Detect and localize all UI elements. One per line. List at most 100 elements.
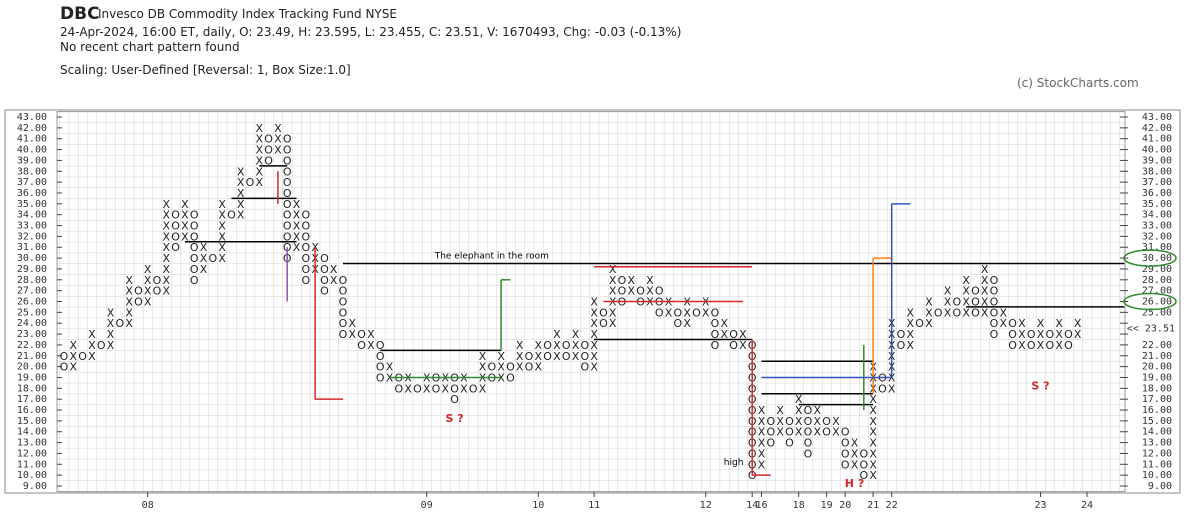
x-tick-label: 11 — [588, 500, 600, 511]
pf-column: XX — [1000, 306, 1008, 330]
y-tick-label: 14.00 — [17, 427, 47, 438]
y-tick-label: 38.00 — [17, 166, 47, 177]
pf-box: O — [599, 317, 608, 330]
pf-column: OO — [878, 371, 887, 395]
pf-column: OO — [729, 328, 738, 352]
pf-box: X — [163, 263, 171, 276]
pf-box: O — [190, 230, 199, 243]
y-tick-label: 37.00 — [17, 177, 47, 188]
pf-box: X — [609, 285, 617, 298]
pf-box: X — [944, 285, 952, 298]
pf-box: X — [981, 296, 989, 309]
pf-box: X — [758, 404, 766, 417]
pf-box: X — [758, 415, 766, 428]
pf-column: OO — [525, 350, 534, 374]
pf-box: O — [525, 350, 534, 363]
pf-box: O — [562, 339, 571, 352]
y-tick-label: 16.00 — [17, 405, 47, 416]
pf-box: O — [357, 339, 366, 352]
pf-box: O — [971, 296, 980, 309]
pf-box: X — [70, 339, 78, 352]
pf-box: X — [535, 361, 543, 374]
pf-box: X — [367, 339, 375, 352]
pf-box: O — [357, 328, 366, 341]
pf-column: XXX — [535, 339, 543, 374]
pf-box: O — [915, 317, 924, 330]
pf-column: OO — [543, 339, 552, 363]
pf-box: X — [869, 393, 877, 406]
level-circle — [1123, 292, 1177, 311]
pf-column: OO — [822, 415, 831, 439]
pf-box: O — [301, 230, 310, 243]
pf-column: O — [692, 306, 701, 319]
y-tick-label-right: 31.00 — [1142, 242, 1172, 253]
pf-box: X — [925, 317, 933, 330]
x-tick-label: 23 — [1034, 500, 1046, 511]
pf-box: X — [758, 447, 766, 460]
pf-column: XX — [702, 296, 710, 320]
x-tick-label: 16 — [755, 500, 767, 511]
pf-box: O — [990, 306, 999, 319]
pf-box: X — [1018, 328, 1026, 341]
pf-box: O — [60, 361, 69, 374]
pf-box: X — [144, 296, 152, 309]
pf-box: X — [869, 469, 877, 482]
y-tick-label-right: 9.00 — [1148, 481, 1172, 492]
y-tick-label: 20.00 — [17, 362, 47, 373]
pf-column: OO — [357, 328, 366, 352]
pf-box: O — [339, 317, 348, 330]
pf-box: O — [804, 426, 813, 439]
fund-name: Invesco DB Commodity Index Tracking Fund… — [98, 7, 397, 21]
pf-box: X — [776, 404, 784, 417]
pf-column: XX — [739, 328, 747, 352]
pf-column: O — [97, 339, 106, 352]
pf-box: X — [795, 393, 803, 406]
pf-column: XXX — [1037, 317, 1045, 352]
pf-box: O — [543, 339, 552, 352]
pf-box: X — [237, 165, 245, 178]
pf-column: XXX — [925, 296, 933, 331]
pf-box: O — [729, 339, 738, 352]
y-tick-label: 29.00 — [17, 264, 47, 275]
pf-box: O — [301, 274, 310, 287]
pf-box: O — [841, 447, 850, 460]
pf-box: X — [349, 328, 357, 341]
pf-column: XX — [367, 328, 375, 352]
pf-box: O — [804, 447, 813, 460]
pf-box: X — [107, 306, 115, 319]
pf-box: X — [888, 371, 896, 384]
pf-box: X — [423, 382, 431, 395]
pf-box: X — [1037, 339, 1045, 352]
pf-box: O — [301, 263, 310, 276]
pf-column: XXX — [200, 241, 208, 276]
pf-box: O — [190, 209, 199, 222]
y-tick-label-right: 41.00 — [1142, 134, 1172, 145]
pf-box: O — [469, 382, 478, 395]
pf-box: O — [134, 285, 143, 298]
pf-column: XX — [423, 371, 431, 395]
pf-box: X — [702, 306, 710, 319]
pf-box: O — [711, 339, 720, 352]
pf-column: O — [115, 317, 124, 330]
y-tick-label-right: 43.00 — [1142, 112, 1172, 123]
pf-column: XX — [349, 317, 357, 341]
pf-column: XXX — [1055, 317, 1063, 352]
pf-box: O — [190, 241, 199, 254]
pf-box: O — [190, 252, 199, 265]
pf-box: X — [851, 437, 859, 450]
pf-box: X — [293, 241, 301, 254]
y-tick-label-right: 39.00 — [1142, 155, 1172, 166]
pf-box: X — [535, 339, 543, 352]
pf-column: XXX — [776, 404, 784, 439]
pf-box: O — [599, 306, 608, 319]
y-tick-label: 42.00 — [17, 123, 47, 134]
pf-box: O — [506, 371, 515, 384]
pf-box: X — [962, 274, 970, 287]
pf-box: X — [869, 458, 877, 471]
